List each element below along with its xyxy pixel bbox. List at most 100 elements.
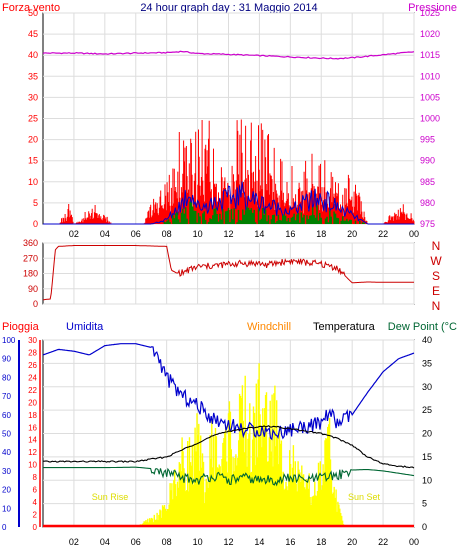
pressure-tick-label: 975 [420,219,435,229]
humidity-tick-label: 0 [2,523,7,532]
rain-tick-label: 26 [28,361,37,370]
humidity-tick-label: 40 [2,448,11,457]
compass-letter: E [432,284,440,298]
rain-tick-label: 30 [28,336,37,345]
direction-tick-label: 360 [23,238,38,248]
direction-grid [43,242,415,305]
wind-axis-ticks: 0 5 10 15 20 25 30 35 40 45 50 [28,8,38,229]
time-tick-label: 20 [347,229,357,239]
time-tick-label: 06 [131,537,141,547]
rain-tick-label: 22 [28,386,37,395]
humidity-axis-title: Umidita [66,321,104,333]
temperature-axis-ticks: 0 5 10 15 20 25 30 35 40 [422,335,432,532]
pressure-tick-label: 1010 [420,71,440,81]
humidity-tick-label: 80 [2,373,11,382]
rain-tick-label: 20 [28,398,37,407]
rain-tick-label: 14 [28,436,37,445]
dewpoint-label: Dew Point (°C [388,321,457,333]
wind-tick-label: 45 [28,29,38,39]
pressure-tick-label: 1005 [420,92,440,102]
windchill-label: Windchill [247,321,291,333]
rain-tick-label: 0 [33,523,38,532]
time-tick-label: 12 [223,537,233,547]
humidity-tick-label: 100 [2,336,16,345]
rain-tick-label: 18 [28,411,37,420]
time-tick-label: 10 [193,229,203,239]
compass-letter: W [430,254,442,268]
rain-tick-label: 2 [33,511,38,520]
humidity-tick-label: 50 [2,430,11,439]
time-tick-label: 06 [131,229,141,239]
rain-tick-label: 24 [28,373,37,382]
time-tick-label: 04 [100,537,110,547]
time-tick-label: 02 [69,229,79,239]
humidity-tick-label: 10 [2,504,11,513]
humidity-tick-label: 90 [2,355,11,364]
compass-letter: N [432,299,441,313]
pressure-tick-label: 1025 [420,8,440,18]
pressure-tick-label: 995 [420,135,435,145]
wind-tick-label: 40 [28,50,38,60]
direction-series [42,245,414,301]
time-axis-ticks: 02 04 06 08 10 12 14 16 18 20 22 00 [69,537,419,547]
wind-tick-label: 30 [28,92,38,102]
pressure-tick-label: 1015 [420,50,440,60]
direction-tick-label: 180 [23,269,38,279]
wind-pressure-series [42,50,415,225]
wind-tick-label: 20 [28,135,38,145]
pressure-tick-label: 1000 [420,114,440,124]
time-tick-label: 22 [378,537,388,547]
temperature-label: Temperatura [313,321,376,333]
temperature-tick-label: 20 [422,429,432,439]
time-tick-label: 14 [254,229,264,239]
temperature-tick-label: 30 [422,382,432,392]
wind-tick-label: 35 [28,71,38,81]
time-tick-label: 22 [378,229,388,239]
wind-tick-label: 15 [28,156,38,166]
time-tick-label: 18 [316,229,326,239]
chart-title: 24 hour graph day : 31 Maggio 2014 [140,2,317,14]
humidity-tick-label: 20 [2,486,11,495]
humidity-tick-label: 60 [2,411,11,420]
pressure-axis-title: Pressione [408,2,457,14]
direction-axis-ticks: 0 90 180 270 360 [23,238,38,309]
rain-tick-label: 16 [28,423,37,432]
direction-tick-label: 270 [23,253,38,263]
wind-average-line [43,181,414,225]
temperature-tick-label: 5 [422,499,427,509]
temperature-tick-label: 15 [422,452,432,462]
humidity-tick-label: 30 [2,467,11,476]
pressure-tick-label: 985 [420,177,435,187]
pressure-line [42,50,415,60]
time-tick-label: 16 [285,537,295,547]
time-tick-label: 12 [223,229,233,239]
wind-speed-bars [163,201,365,224]
wind-tick-label: 10 [28,177,38,187]
sunset-annotation: Sun Set [348,492,381,502]
wind-tick-label: 50 [28,8,38,18]
direction-tick-label: 90 [28,284,38,294]
rain-tick-label: 12 [28,448,37,457]
wind-tick-label: 5 [33,198,38,208]
time-tick-label: 20 [347,537,357,547]
rain-tick-label: 28 [28,348,37,357]
rain-tick-label: 10 [28,461,37,470]
time-tick-label: 02 [69,537,79,547]
time-tick-label: 04 [100,229,110,239]
humidity-line [42,343,415,441]
humidity-tick-label: 70 [2,392,11,401]
temperature-tick-label: 40 [422,335,432,345]
temperature-tick-label: 0 [422,522,427,532]
time-tick-label: 16 [285,229,295,239]
rain-tick-label: 4 [33,498,38,507]
temperature-tick-label: 35 [422,358,432,368]
rain-tick-label: 6 [33,486,38,495]
temperature-humidity-series [42,343,415,528]
time-tick-label: 10 [193,537,203,547]
pressure-tick-label: 990 [420,156,435,166]
direction-line [42,245,414,301]
time-tick-label: 00 [409,229,419,239]
